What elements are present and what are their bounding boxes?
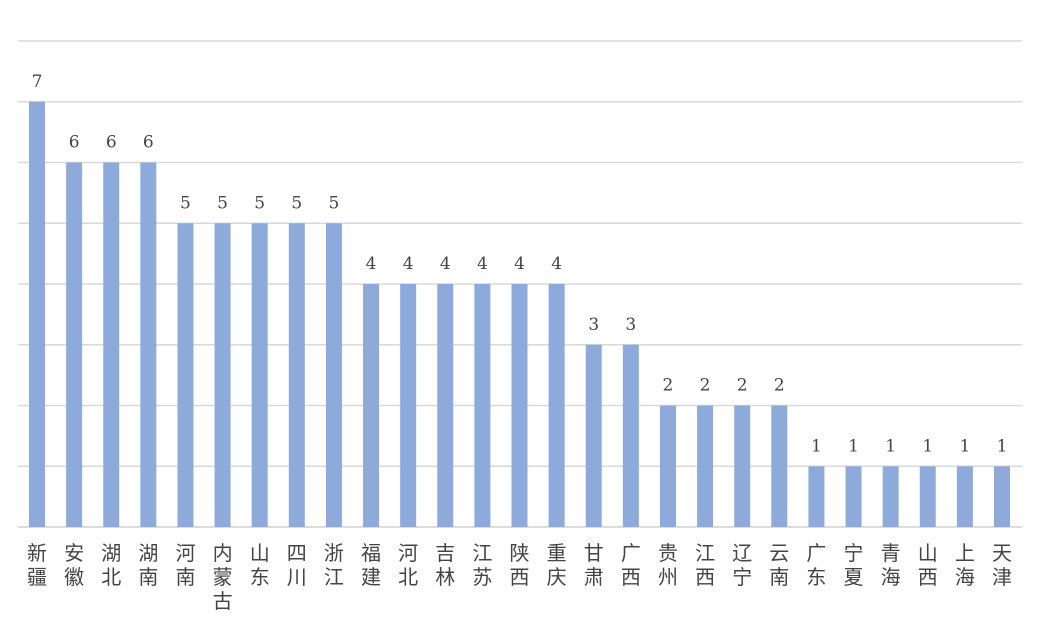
data-label: 5 [291, 193, 302, 213]
data-label: 4 [440, 254, 451, 274]
data-label: 2 [700, 376, 711, 396]
bar [251, 223, 268, 527]
data-label: 5 [180, 193, 191, 213]
data-label: 5 [217, 193, 228, 213]
bar [882, 466, 899, 527]
data-label: 4 [403, 254, 414, 274]
data-label: 2 [663, 376, 674, 396]
category-label: 福建 [361, 541, 381, 589]
bar [771, 405, 788, 527]
category-label: 江西 [695, 541, 715, 589]
data-label: 1 [997, 436, 1008, 456]
data-label: 1 [959, 436, 970, 456]
bar [66, 162, 83, 527]
category-label: 甘肃 [584, 541, 604, 589]
data-labels: 7 6 6 6 5 5 5 5 5 4 4 4 4 4 4 3 3 2 2 2 2 1 1 1 1 1 1 [32, 72, 1008, 457]
data-label: 4 [366, 254, 377, 274]
category-label: 陕西 [510, 541, 530, 589]
category-label: 河北 [398, 541, 418, 589]
data-label: 4 [551, 254, 562, 274]
data-label: 5 [254, 193, 265, 213]
category-label: 山西 [918, 541, 938, 589]
bar [956, 466, 973, 527]
bar [103, 162, 120, 527]
category-label: 辽宁 [732, 541, 752, 589]
bar [363, 284, 380, 527]
category-label: 贵州 [658, 541, 678, 589]
category-label: 上海 [955, 541, 975, 589]
bar [548, 284, 565, 527]
category-label: 河南 [175, 541, 195, 589]
category-label: 宁夏 [844, 541, 864, 589]
data-label: 2 [737, 376, 748, 396]
data-label: 1 [848, 436, 859, 456]
bar [845, 466, 862, 527]
bars [29, 101, 1010, 527]
bar [919, 466, 936, 527]
bar [622, 344, 639, 527]
data-label: 4 [514, 254, 525, 274]
data-label: 3 [588, 315, 599, 335]
bar [140, 162, 157, 527]
category-label: 安徽 [64, 541, 84, 589]
category-label: 重庆 [547, 541, 567, 589]
bar [29, 101, 45, 527]
category-label: 新疆 [27, 541, 47, 589]
data-label: 7 [32, 72, 43, 92]
category-label: 广西 [621, 541, 641, 589]
data-label: 6 [69, 133, 80, 153]
bar [994, 466, 1010, 527]
category-label: 湖北 [101, 541, 121, 589]
category-label: 山东 [250, 541, 270, 589]
bar [214, 223, 231, 527]
category-label: 广东 [806, 541, 826, 589]
bar [177, 223, 194, 527]
bar [288, 223, 305, 527]
data-label: 6 [143, 133, 154, 153]
bar [659, 405, 676, 527]
data-label: 5 [329, 193, 340, 213]
data-label: 2 [774, 376, 785, 396]
category-label: 江苏 [472, 541, 492, 589]
category-label: 青海 [881, 541, 901, 589]
category-label: 吉林 [435, 541, 455, 589]
bar [808, 466, 825, 527]
category-label: 天津 [992, 541, 1012, 589]
bar [585, 344, 602, 527]
data-label: 6 [106, 133, 117, 153]
bar [437, 284, 454, 527]
data-label: 1 [885, 436, 896, 456]
data-label: 1 [811, 436, 822, 456]
category-label: 浙江 [324, 541, 344, 589]
bar [474, 284, 491, 527]
bar [400, 284, 417, 527]
bar [511, 284, 528, 527]
category-labels: 新疆安徽湖北湖南河南内蒙古山东四川浙江福建河北吉林江苏陕西重庆甘肃广西贵州江西辽… [27, 541, 1012, 613]
category-label: 云南 [769, 541, 789, 589]
data-label: 3 [625, 315, 636, 335]
data-label: 4 [477, 254, 488, 274]
category-label: 四川 [287, 541, 307, 589]
bar [734, 405, 751, 527]
bar [697, 405, 714, 527]
data-label: 1 [922, 436, 933, 456]
category-label: 湖南 [138, 541, 158, 589]
bar [325, 223, 342, 527]
category-label: 内蒙古 [213, 541, 233, 613]
